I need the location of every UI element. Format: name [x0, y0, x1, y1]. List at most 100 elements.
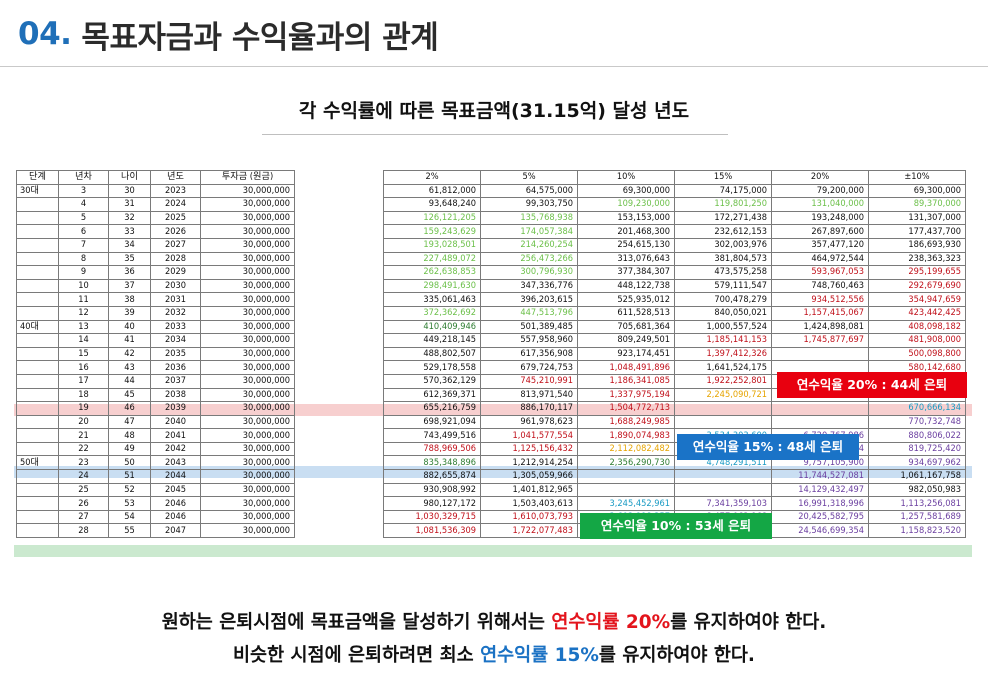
value-cell: 16,991,318,996: [771, 496, 869, 511]
table-row: 410,409,946 501,389,485 705,681,364 1,000,5…: [383, 319, 966, 335]
table-row: 14 41 2034 30,000,000: [16, 333, 295, 348]
table-row: 4 31 2024 30,000,000: [16, 197, 295, 212]
conclusion-text: 를 유지하여야 한다.: [670, 612, 827, 633]
value-cell: 961,978,623: [480, 414, 578, 430]
header-cell: ±10%: [868, 170, 966, 185]
stage-cell: [16, 224, 59, 239]
year-count-cell: 16: [58, 360, 109, 375]
callout-rate-15: 연수익율 15% : 48세 은퇴: [677, 434, 859, 460]
age-cell: 30: [108, 183, 151, 199]
year-cell: 2032: [150, 305, 201, 321]
age-cell: 46: [108, 401, 151, 416]
value-cell: 923,174,451: [577, 346, 675, 362]
conclusion-text: 를 유지하여야 한다.: [598, 645, 755, 666]
table-row: 25 52 2045 30,000,000: [16, 482, 295, 498]
table-row: 19 46 2039 30,000,000: [16, 401, 295, 416]
value-cell: 448,122,738: [577, 278, 675, 294]
conclusion-line-2: 비슷한 시점에 은퇴하려면 최소 연수익률 15%를 유지하여야 한다.: [0, 641, 988, 667]
year-cell: 2030: [150, 278, 201, 294]
value-cell: 11,744,527,081: [771, 469, 869, 484]
stage-cell: [16, 292, 59, 307]
conclusion-text: 원하는 은퇴시점에 목표금액을 달성하기 위해서는: [161, 612, 552, 633]
value-cell: 748,760,463: [771, 278, 869, 294]
value-cell: 1,157,415,067: [771, 305, 869, 321]
principal-cell: 30,000,000: [200, 455, 295, 471]
year-cell: 2039: [150, 401, 201, 416]
value-cell: 1,158,823,520: [868, 523, 966, 539]
age-cell: 34: [108, 237, 151, 253]
value-cell: 377,384,307: [577, 265, 675, 280]
year-cell: 2045: [150, 482, 201, 498]
value-cell: 611,528,513: [577, 305, 675, 321]
conclusion-text: 비슷한 시점에 은퇴하려면 최소: [233, 645, 481, 666]
value-cell: 61,812,000: [383, 183, 481, 199]
value-cell: 227,489,072: [383, 251, 481, 267]
year-count-cell: 25: [58, 482, 109, 498]
value-cell: 882,655,874: [383, 469, 481, 484]
stage-cell: [16, 305, 59, 321]
header-cell: 10%: [577, 170, 675, 185]
table-row: 882,655,874 1,305,059,966 11,744,527,081 1,…: [383, 469, 966, 484]
table-row: 193,028,501 214,260,254 254,615,130 302,003…: [383, 237, 966, 253]
value-cell: 159,243,629: [383, 224, 481, 239]
header-cell: 투자금 (원금): [200, 170, 295, 185]
value-cell: [674, 469, 772, 484]
table-row: 7 34 2027 30,000,000: [16, 237, 295, 253]
principal-cell: 30,000,000: [200, 251, 295, 267]
year-count-cell: 12: [58, 305, 109, 321]
table-row: 159,243,629 174,057,384 201,468,300 232,612…: [383, 224, 966, 239]
principal-cell: 30,000,000: [200, 265, 295, 280]
highlight-row-age-53: [14, 545, 972, 557]
year-cell: 2036: [150, 360, 201, 375]
table-row: 61,812,000 64,575,000 69,300,000 74,175,000…: [383, 183, 966, 199]
value-cell: 302,003,976: [674, 237, 772, 253]
value-cell: 347,336,776: [480, 278, 578, 294]
value-cell: 1,212,914,254: [480, 455, 578, 471]
table-row: 22 49 2042 30,000,000: [16, 441, 295, 457]
table-row: 15 42 2035 30,000,000: [16, 346, 295, 362]
age-cell: 52: [108, 482, 151, 498]
value-cell: 232,612,153: [674, 224, 772, 239]
header-cell: 20%: [771, 170, 869, 185]
table-row: 8 35 2028 30,000,000: [16, 251, 295, 267]
stage-cell: 50대: [16, 455, 59, 471]
age-cell: 35: [108, 251, 151, 267]
value-cell: 300,796,930: [480, 265, 578, 280]
principal-cell: 30,000,000: [200, 333, 295, 348]
value-cell: 193,028,501: [383, 237, 481, 253]
value-cell: 313,076,643: [577, 251, 675, 267]
table-row: 26 53 2046 30,000,000: [16, 496, 295, 511]
year-cell: 2029: [150, 265, 201, 280]
value-cell: 1,186,341,085: [577, 373, 675, 389]
year-count-cell: 7: [58, 237, 109, 253]
year-cell: 2046: [150, 496, 201, 511]
age-cell: 33: [108, 224, 151, 239]
table-row: 227,489,072 256,473,266 313,076,643 381,804…: [383, 251, 966, 267]
value-cell: 119,801,250: [674, 197, 772, 212]
value-cell: 1,722,077,483: [480, 523, 578, 539]
year-cell: 2026: [150, 224, 201, 239]
value-cell: 135,768,938: [480, 210, 578, 226]
year-cell: 2040: [150, 414, 201, 430]
value-cell: 238,363,323: [868, 251, 966, 267]
table-row: 488,802,507 617,356,908 923,174,451 1,397,4…: [383, 346, 966, 362]
value-cell: 743,499,516: [383, 428, 481, 443]
value-cell: 131,307,000: [868, 210, 966, 226]
stage-cell: [16, 278, 59, 294]
header-cell: 5%: [480, 170, 578, 185]
principal-cell: 30,000,000: [200, 523, 295, 539]
year-count-cell: 18: [58, 387, 109, 403]
value-cell: 298,491,630: [383, 278, 481, 294]
value-cell: [674, 401, 772, 416]
principal-cell: 30,000,000: [200, 183, 295, 199]
value-cell: 529,178,558: [383, 360, 481, 375]
year-count-cell: 21: [58, 428, 109, 443]
value-cell: 982,050,983: [868, 482, 966, 498]
value-cell: 819,725,420: [868, 441, 966, 457]
principal-cell: 30,000,000: [200, 414, 295, 430]
header-cell: 나이: [108, 170, 151, 185]
value-cell: 262,638,853: [383, 265, 481, 280]
table-row: 18 45 2038 30,000,000: [16, 387, 295, 403]
table-row: 372,362,692 447,513,796 611,528,513 840,050…: [383, 305, 966, 321]
value-cell: 2,245,090,721: [674, 387, 772, 403]
